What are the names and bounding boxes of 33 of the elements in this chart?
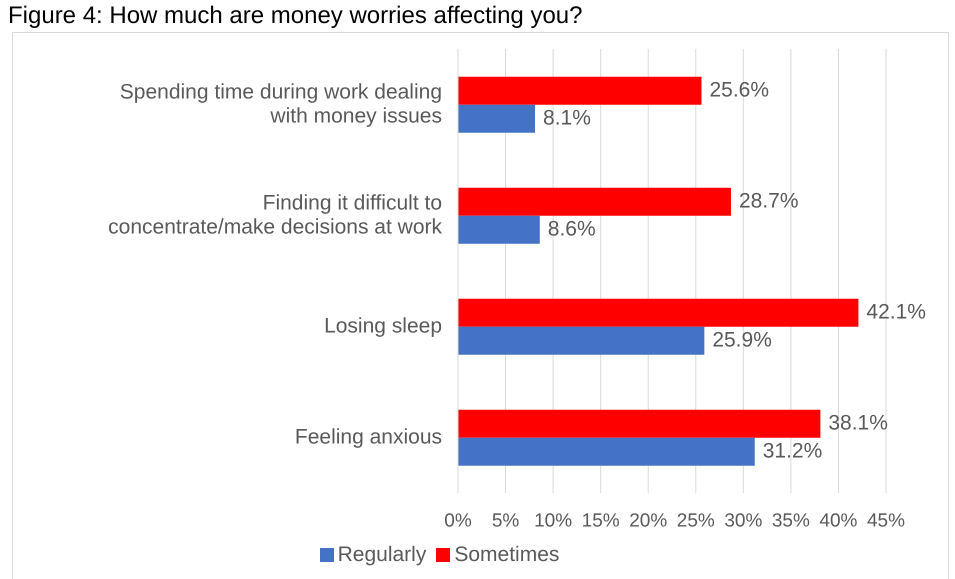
x-tick-label: 45%	[866, 510, 906, 532]
data-label: 8.1%	[543, 106, 591, 130]
x-tick-label: 0%	[444, 510, 472, 532]
legend-label: Sometimes	[454, 543, 560, 566]
x-tick-label: 15%	[582, 510, 620, 532]
y-tick-label: Spending time during work dealing with money issues	[120, 80, 442, 128]
bar	[458, 104, 536, 133]
x-tick-label: 20%	[629, 510, 668, 532]
data-label: 31.2%	[762, 439, 822, 462]
data-label: 25.9%	[712, 328, 772, 352]
bar	[458, 298, 858, 327]
bar	[458, 326, 704, 355]
data-label: 38.1%	[828, 411, 888, 434]
y-tick-label: Feeling anxious	[294, 425, 442, 448]
x-tick-label: 40%	[819, 510, 858, 532]
data-label: 42.1%	[866, 300, 926, 324]
legend-label: Regularly	[338, 543, 426, 566]
bar	[458, 410, 820, 438]
bar	[458, 438, 755, 466]
data-label: 8.6%	[548, 217, 596, 240]
bar	[458, 76, 702, 105]
bar	[458, 188, 731, 216]
y-tick-label: Losing sleep	[324, 314, 442, 338]
x-tick-label: 5%	[492, 510, 520, 532]
bar	[458, 216, 540, 244]
data-label: 28.7%	[738, 189, 799, 212]
chart-title: Figure 4: How much are money worries affecting you?	[8, 2, 582, 30]
x-tick-label: 35%	[772, 510, 810, 532]
x-tick-label: 10%	[534, 510, 572, 532]
x-tick-label: 30%	[724, 510, 762, 532]
y-tick-label: Finding it difficult to concentrate/make decisions at work	[108, 191, 442, 238]
x-tick-label: 25%	[676, 510, 715, 532]
data-label: 25.6%	[709, 78, 770, 102]
